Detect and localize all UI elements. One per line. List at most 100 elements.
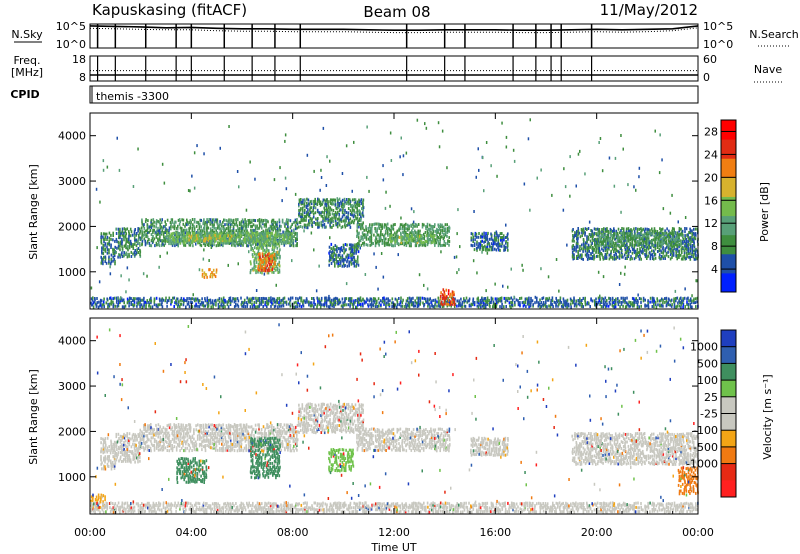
- heatmap-cell: [418, 239, 420, 243]
- heatmap-cell: [505, 240, 507, 243]
- heatmap-cell: [617, 244, 619, 248]
- heatmap-cell: [648, 231, 650, 235]
- heatmap-cell: [620, 240, 622, 244]
- heatmap-cell: [270, 296, 272, 300]
- heatmap-cell: [695, 297, 697, 301]
- heatmap-cell: [358, 300, 360, 304]
- heatmap-cell: [155, 235, 158, 239]
- heatmap-cell: [665, 299, 668, 303]
- heatmap-cell: [203, 224, 206, 228]
- heatmap-cell: [146, 241, 149, 245]
- heatmap-cell: [369, 239, 371, 243]
- heatmap-cell: [357, 250, 360, 254]
- heatmap-cell: [593, 247, 596, 251]
- heatmap-cell: [155, 221, 157, 225]
- heatmap-cell: [261, 231, 263, 235]
- heatmap-cell: [624, 265, 626, 269]
- heatmap-cell: [613, 247, 616, 251]
- heatmap-cell: [503, 296, 506, 300]
- heatmap-cell: [177, 240, 179, 243]
- heatmap-cell: [335, 258, 337, 262]
- heatmap-cell: [638, 242, 641, 246]
- heatmap-cell: [224, 300, 226, 304]
- heatmap-cell: [309, 304, 312, 308]
- heatmap-cell: [497, 238, 500, 242]
- heatmap-cell: [388, 227, 391, 231]
- heatmap-cell: [604, 245, 607, 249]
- heatmap-cell: [311, 303, 313, 307]
- heatmap-cell: [426, 225, 429, 229]
- heatmap-cell: [612, 229, 614, 233]
- heatmap-cell: [627, 251, 630, 255]
- heatmap-cell: [348, 262, 350, 266]
- heatmap-cell: [211, 301, 214, 305]
- heatmap-cell: [347, 297, 350, 301]
- heatmap-cell: [96, 301, 99, 305]
- heatmap-cell: [326, 212, 328, 216]
- heatmap-cell: [426, 243, 429, 247]
- heatmap-cell: [115, 296, 118, 300]
- heatmap-cell: [332, 254, 335, 258]
- heatmap-cell: [191, 229, 194, 233]
- heatmap-cell: [247, 299, 250, 303]
- heatmap-cell: [609, 297, 612, 301]
- heatmap-cell: [357, 303, 359, 307]
- heatmap-cell: [590, 297, 592, 301]
- heatmap-cell: [523, 300, 525, 304]
- heatmap-cell: [345, 255, 347, 259]
- heatmap-cell: [497, 235, 499, 239]
- heatmap-cell: [350, 243, 352, 247]
- heatmap-cell: [627, 227, 630, 231]
- heatmap-cell: [133, 300, 136, 304]
- heatmap-cell: [631, 243, 634, 247]
- heatmap-cell: [170, 222, 172, 226]
- heatmap-cell: [236, 224, 239, 228]
- heatmap-cell: [207, 238, 209, 242]
- heatmap-cell: [577, 245, 579, 249]
- heatmap-cell: [112, 255, 114, 259]
- heatmap-cell: [511, 300, 514, 304]
- heatmap-cell: [329, 250, 331, 254]
- heatmap-cell: [343, 247, 345, 251]
- heatmap-cell: [143, 296, 145, 300]
- heatmap-cell: [203, 275, 206, 279]
- heatmap-cell: [119, 253, 121, 257]
- heatmap-cell: [233, 241, 235, 245]
- heatmap-cell: [675, 299, 677, 303]
- heatmap-cell: [597, 296, 600, 300]
- heatmap-cell: [273, 305, 276, 309]
- heatmap-cell: [193, 218, 196, 221]
- heatmap-cell: [253, 296, 255, 300]
- heatmap-cell: [618, 243, 621, 247]
- heatmap-cell: [378, 225, 380, 229]
- heatmap-cell: [295, 244, 297, 248]
- heatmap-cell: [604, 244, 607, 247]
- heatmap-cell: [302, 217, 304, 221]
- heatmap-cell: [598, 230, 601, 234]
- heatmap-cell: [587, 301, 590, 305]
- heatmap-cell: [313, 199, 315, 203]
- heatmap-cell: [344, 243, 347, 246]
- heatmap-cell: [627, 239, 630, 243]
- heatmap-cell: [139, 243, 141, 247]
- heatmap-cell: [317, 223, 319, 227]
- heatmap-cell: [94, 297, 96, 300]
- heatmap-cell: [114, 239, 116, 243]
- heatmap-cell: [116, 246, 118, 250]
- heatmap-cell: [282, 303, 284, 307]
- heatmap-cell: [339, 264, 341, 267]
- heatmap-cell: [492, 238, 494, 242]
- heatmap-cell: [354, 200, 357, 204]
- heatmap-cell: [506, 241, 509, 245]
- heatmap-cell: [507, 248, 509, 252]
- heatmap-cell: [308, 219, 310, 223]
- heatmap-cell: [615, 249, 618, 252]
- heatmap-cell: [458, 301, 460, 304]
- heatmap-cell: [479, 247, 481, 251]
- heatmap-cell: [311, 297, 313, 300]
- heatmap-cell: [588, 247, 590, 251]
- heatmap-cell: [233, 297, 236, 301]
- heatmap-cell: [597, 246, 599, 249]
- heatmap-cell: [276, 297, 279, 301]
- heatmap-cell: [190, 220, 192, 224]
